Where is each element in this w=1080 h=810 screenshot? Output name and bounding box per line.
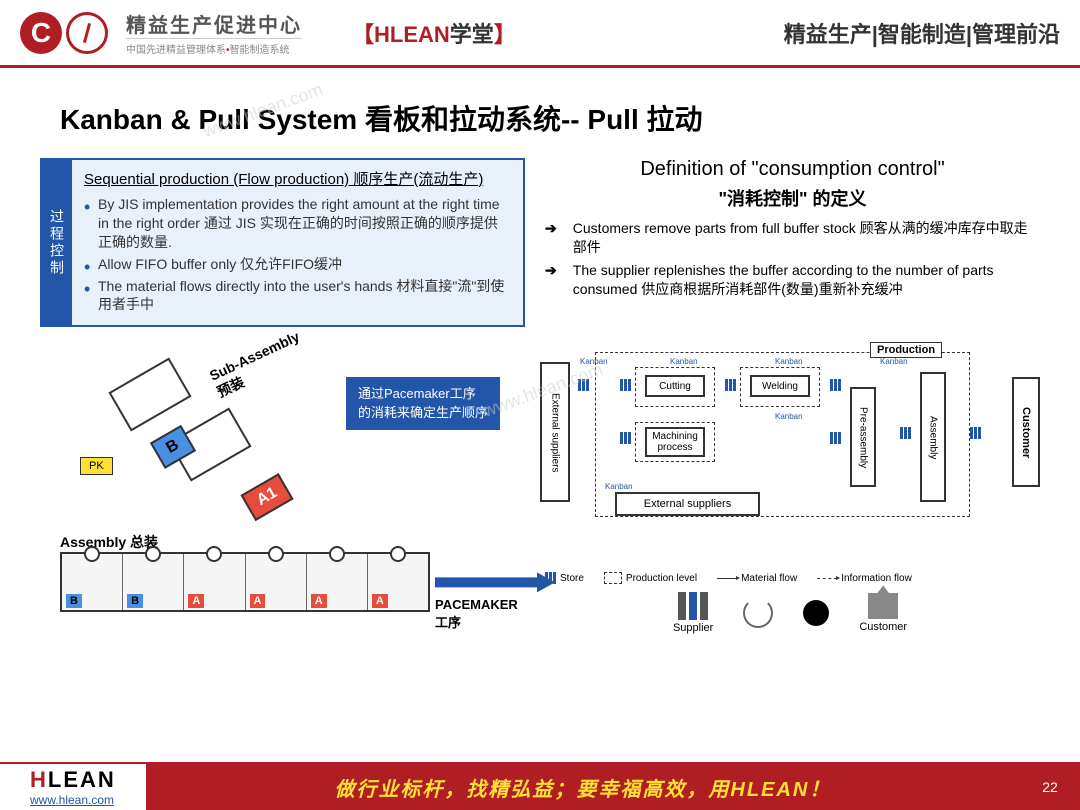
header-right: 精益生产|智能制造|管理前沿 [784, 17, 1060, 49]
machining-box: Machining process [645, 427, 705, 457]
diagram-left: Sub-Assembly预装 通过Pacemaker工序的消耗来确定生产顺序 P… [40, 337, 520, 637]
kanban-label: Kanban [775, 357, 803, 366]
a1-tag: A1 [240, 473, 293, 521]
station: A [246, 554, 307, 610]
footer: HLEAN www.hlean.com 做行业标杆，找精弘益；要幸福高效，用HL… [0, 762, 1080, 810]
definition-item: ➔ Customers remove parts from full buffe… [545, 219, 1040, 257]
diagrams: Sub-Assembly预装 通过Pacemaker工序的消耗来确定生产顺序 P… [0, 327, 1080, 637]
station: A [307, 554, 368, 610]
logo-subtitle: 中国先进精益管理体系•智能制造系统 [126, 38, 302, 56]
legend-material-flow: Material flow [717, 573, 797, 584]
cutting-box: Cutting [645, 375, 705, 397]
kanban-label: Kanban [880, 357, 908, 366]
assembly-box: Assembly [920, 372, 946, 502]
logo-title: 精益生产促进中心 [126, 9, 302, 38]
right-column: Definition of "consumption control" "消耗控… [545, 158, 1040, 327]
process-item: The material flows directly into the use… [84, 277, 511, 315]
kanban-label: Kanban [775, 412, 803, 421]
pacemaker-text: PACEMAKER 工序 [435, 597, 520, 631]
legend: Store Production level Material flow Inf… [540, 572, 1040, 584]
process-control-box: 过程控制 Sequential production (Flow product… [40, 158, 525, 327]
definition-item: ➔ The supplier replenishes the buffer ac… [545, 261, 1040, 299]
sub-assembly-label: Sub-Assembly预装 [207, 328, 310, 402]
logo-circle-icon [66, 12, 108, 54]
customer-block: Customer [859, 593, 907, 633]
assembly-label: Assembly 总装 [60, 532, 158, 552]
definition-title-cn: "消耗控制" 的定义 [545, 185, 1040, 211]
store-icon [620, 379, 631, 391]
process-item: Allow FIFO buffer only 仅允许FIFO缓冲 [84, 255, 511, 274]
sub-assembly-diagram: Sub-Assembly预装 通过Pacemaker工序的消耗来确定生产顺序 P… [40, 337, 520, 637]
legend-prod-level: Production level [604, 572, 697, 584]
page-title: Kanban & Pull System 看板和拉动系统-- Pull 拉动 [0, 68, 1080, 158]
header-center: 【HLEAN学堂】 [352, 17, 516, 49]
station: A [368, 554, 428, 610]
process-label: 过程控制 [42, 160, 72, 325]
supplier-block: Supplier [673, 592, 713, 634]
customer-box: Customer [1012, 377, 1040, 487]
person-icon [803, 600, 829, 626]
production-diagram: Production External suppliers Cutting We… [540, 337, 1040, 567]
store-icon [970, 427, 981, 439]
supplier-customer-icons: Supplier Customer [540, 592, 1040, 634]
loop-arrow-icon [743, 598, 773, 628]
footer-hlean: HLEAN [30, 767, 116, 793]
kanban-label: Kanban [605, 482, 633, 491]
pacemaker-note: 通过Pacemaker工序的消耗来确定生产顺序 [346, 377, 500, 429]
process-content: Sequential production (Flow production) … [72, 160, 523, 325]
assembly-line: B B A A A A [60, 552, 430, 612]
logo-text: 精益生产促进中心 中国先进精益管理体系•智能制造系统 [126, 9, 302, 56]
process-item: By JIS implementation provides the right… [84, 195, 511, 252]
content: 过程控制 Sequential production (Flow product… [0, 158, 1080, 327]
pacemaker-arrow-icon [435, 572, 555, 592]
store-icon [578, 379, 589, 391]
supplier-icon [678, 592, 708, 620]
production-label: Production [870, 342, 942, 358]
diagram-right: Production External suppliers Cutting We… [540, 337, 1040, 637]
left-column: 过程控制 Sequential production (Flow product… [40, 158, 525, 327]
store-icon [830, 379, 841, 391]
footer-logo: HLEAN www.hlean.com [0, 767, 146, 807]
process-heading: Sequential production (Flow production) … [84, 168, 511, 189]
external-suppliers-vertical: External suppliers [540, 362, 570, 502]
store-icon [620, 432, 631, 444]
station: A [184, 554, 245, 610]
definition-title-en: Definition of "consumption control" [545, 158, 1040, 181]
store-icon [725, 379, 736, 391]
kanban-label: Kanban [670, 357, 698, 366]
kanban-label: Kanban [580, 357, 608, 366]
page-number: 22 [1020, 764, 1080, 810]
welding-box: Welding [750, 375, 810, 397]
pre-assembly-box: Pre-assembly [850, 387, 876, 487]
machine-icon [108, 358, 191, 432]
logo-area: C 精益生产促进中心 中国先进精益管理体系•智能制造系统 [20, 9, 302, 56]
store-icon [830, 432, 841, 444]
footer-banner: 做行业标杆，找精弘益；要幸福高效，用HLEAN！ [146, 764, 1020, 810]
pk-box: PK [80, 457, 113, 475]
customer-icon [868, 593, 898, 619]
arrow-icon: ➔ [545, 261, 557, 299]
legend-info-flow: Information flow [817, 573, 912, 584]
logo-c-icon: C [20, 12, 62, 54]
external-suppliers-box: External suppliers [615, 492, 760, 516]
footer-url: www.hlean.com [30, 793, 116, 807]
arrow-icon: ➔ [545, 219, 557, 257]
station: B [62, 554, 123, 610]
logo-cl: C [20, 12, 108, 54]
store-icon [900, 427, 911, 439]
station: B [123, 554, 184, 610]
header: C 精益生产促进中心 中国先进精益管理体系•智能制造系统 【HLEAN学堂】 精… [0, 0, 1080, 68]
